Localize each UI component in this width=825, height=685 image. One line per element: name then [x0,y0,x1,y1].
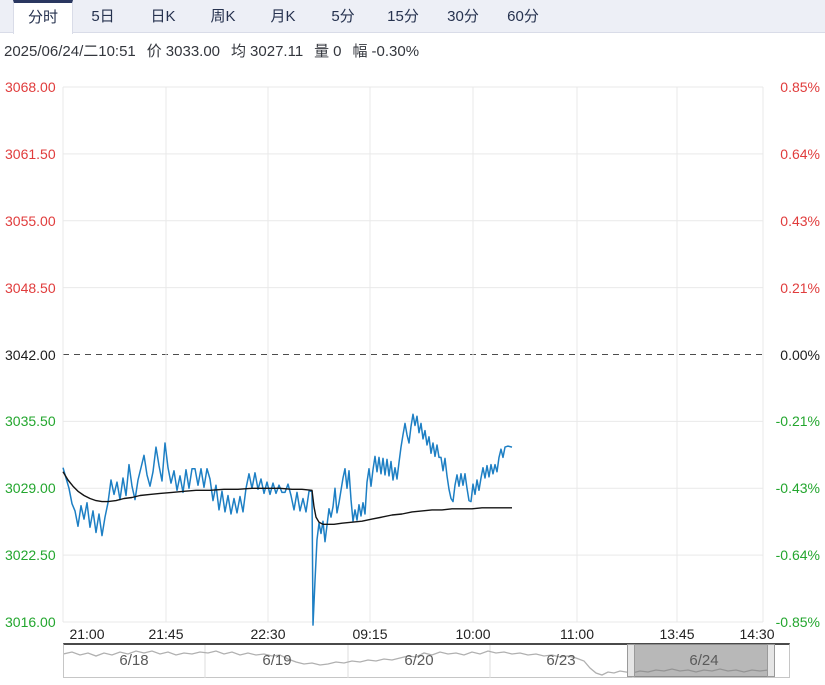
y-axis-price-label: 3016.00 [5,614,56,630]
y-axis-percent-label: -0.85% [775,614,820,630]
x-axis-time-label: 22:30 [250,626,286,642]
y-axis-percent-label: 0.43% [780,212,820,229]
y-axis-percent-label: -0.43% [775,480,820,497]
chart-plot-area[interactable] [63,87,763,622]
tab-5日[interactable]: 5日 [91,8,115,25]
volume-label: 量 [314,43,330,60]
y-axis-price-label: 3022.50 [5,547,56,564]
navigator-date-label: 6/18 [119,652,149,669]
navigator-date-label: 6/20 [404,652,434,669]
y-axis-price-label: 3029.00 [5,480,56,497]
price-value: 3033.00 [165,43,221,60]
tab-周K[interactable]: 周K [210,8,236,25]
y-axis-price-label: 3048.50 [5,279,56,296]
tab-日K[interactable]: 日K [150,8,176,25]
y-axis-percent-label: -0.21% [775,413,820,430]
price-label: 价 [146,43,162,60]
change-value: -0.30% [371,43,420,60]
tab-30分[interactable]: 30分 [447,8,479,25]
x-axis-time-label: 11:00 [560,626,594,642]
tab-分时[interactable]: 分时 [13,0,73,34]
y-axis-percent-label: -0.64% [775,547,820,564]
tab-5分[interactable]: 5分 [331,8,355,25]
navigator-left-handle[interactable] [627,644,635,677]
y-axis-percent-label: 0.85% [780,79,820,95]
volume-value: 0 [333,43,342,60]
period-tab-bar: 分时 5日 日K 周K 月K 5分 15分 30分 60分 [0,0,825,34]
tab-月K[interactable]: 月K [270,8,296,25]
average-line-series [62,471,512,525]
y-axis-price-label: 3035.50 [5,413,56,430]
navigator-right-handle[interactable] [767,644,775,677]
quote-info-bar: 2025/06/24/二10:51 价 3033.00 均 3027.11 量 0 幅 -0.3… [4,40,430,61]
x-axis-time-label: 09:15 [352,626,388,642]
price-line-series [62,413,513,626]
avg-label: 均 [231,43,247,60]
x-axis-time-label: 14:30 [739,626,775,642]
quote-datetime: 2025/06/24/二10:51 [4,43,136,60]
y-axis-percent-label: 0.21% [780,279,820,296]
navigator-date-label: 6/23 [546,652,576,669]
y-axis-percent-label: 0.64% [780,145,820,162]
y-axis-price-label: 3042.00 [5,346,56,363]
tab-15分[interactable]: 15分 [387,8,419,25]
x-axis-time-label: 21:45 [148,626,184,642]
avg-value: 3027.11 [250,43,304,60]
y-axis-price-label: 3068.00 [5,79,56,95]
date-range-navigator[interactable]: 6/18 6/19 6/20 6/23 6/24 [63,643,790,678]
y-axis-percent-label: 0.00% [780,346,820,363]
y-axis-price-label: 3055.00 [5,212,56,229]
change-label: 幅 [352,43,368,60]
x-axis-time-label: 13:45 [659,626,695,642]
tab-60分[interactable]: 60分 [507,8,539,25]
x-axis-time-label: 10:00 [455,626,491,642]
navigator-date-label: 6/24 [689,652,719,669]
x-axis-time-label: 21:00 [69,626,105,642]
y-axis-price-label: 3061.50 [5,145,56,162]
navigator-date-label: 6/19 [262,652,292,669]
navigator-selection[interactable] [627,644,775,677]
